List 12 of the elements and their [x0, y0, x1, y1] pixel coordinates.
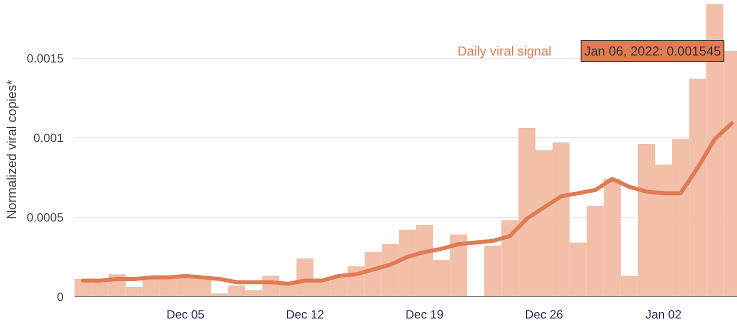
- y-tick-label: 0.0015: [26, 52, 64, 66]
- x-tick-label: Dec 26: [524, 308, 564, 322]
- y-axis-title: Normalized viral copies*: [4, 80, 19, 220]
- annotation: Jan 06, 2022: 0.001545: [584, 43, 721, 58]
- text: Daily viral signal: [457, 43, 552, 58]
- y-tick-label: 0.0005: [26, 210, 64, 225]
- y-tick-label: 0: [56, 290, 64, 304]
- x-tick-label: Dec 05: [166, 308, 205, 322]
- x-tick-label: Jan 02: [646, 308, 682, 322]
- y-tick-label: 0.001: [33, 131, 64, 146]
- x-tick-label: Dec 12: [286, 308, 324, 322]
- x-tick-label: Dec 19: [405, 308, 444, 322]
